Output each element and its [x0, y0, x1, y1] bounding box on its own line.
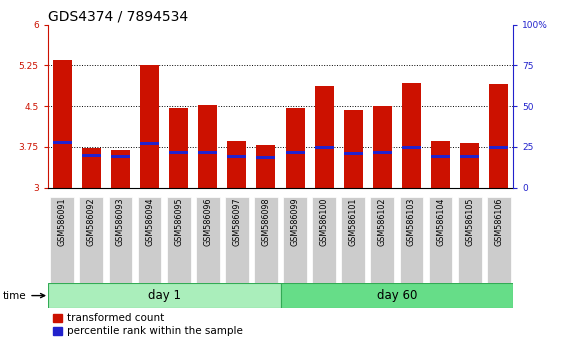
- Bar: [111, 150, 130, 188]
- Text: GSM586093: GSM586093: [116, 198, 125, 246]
- FancyBboxPatch shape: [196, 197, 220, 285]
- FancyBboxPatch shape: [167, 197, 191, 285]
- Text: day 1: day 1: [148, 289, 181, 302]
- Text: GSM586092: GSM586092: [87, 198, 96, 246]
- FancyBboxPatch shape: [48, 283, 280, 308]
- Text: GSM586091: GSM586091: [58, 198, 67, 246]
- Bar: [169, 152, 188, 154]
- Bar: [402, 84, 421, 188]
- Bar: [373, 151, 392, 154]
- FancyBboxPatch shape: [108, 197, 132, 285]
- Bar: [286, 108, 305, 188]
- Bar: [460, 155, 479, 158]
- Bar: [460, 143, 479, 188]
- Text: GSM586096: GSM586096: [203, 198, 212, 246]
- Bar: [82, 154, 101, 156]
- Bar: [431, 142, 450, 188]
- FancyBboxPatch shape: [399, 197, 424, 285]
- FancyBboxPatch shape: [280, 283, 513, 308]
- Bar: [489, 146, 508, 149]
- Text: GDS4374 / 7894534: GDS4374 / 7894534: [48, 10, 188, 24]
- FancyBboxPatch shape: [429, 197, 453, 285]
- Text: GSM586101: GSM586101: [349, 198, 358, 246]
- Bar: [111, 155, 130, 158]
- FancyBboxPatch shape: [50, 197, 74, 285]
- Text: GSM586105: GSM586105: [465, 198, 474, 246]
- Text: GSM586100: GSM586100: [320, 198, 329, 246]
- Text: time: time: [3, 291, 45, 301]
- Text: GSM586104: GSM586104: [436, 198, 445, 246]
- Text: day 60: day 60: [377, 289, 417, 302]
- Bar: [53, 141, 72, 144]
- FancyBboxPatch shape: [225, 197, 249, 285]
- FancyBboxPatch shape: [458, 197, 481, 285]
- Bar: [227, 142, 246, 188]
- Bar: [256, 145, 275, 188]
- FancyBboxPatch shape: [312, 197, 336, 285]
- Bar: [82, 148, 101, 188]
- Text: GSM586106: GSM586106: [494, 198, 503, 246]
- Bar: [140, 65, 159, 188]
- FancyBboxPatch shape: [80, 197, 103, 285]
- Bar: [140, 142, 159, 144]
- Bar: [344, 153, 363, 155]
- Bar: [315, 86, 334, 188]
- Bar: [373, 106, 392, 188]
- Text: GSM586102: GSM586102: [378, 198, 387, 246]
- FancyBboxPatch shape: [283, 197, 307, 285]
- FancyBboxPatch shape: [254, 197, 278, 285]
- Bar: [315, 146, 334, 149]
- Text: GSM586095: GSM586095: [174, 198, 183, 246]
- Text: GSM586099: GSM586099: [291, 198, 300, 246]
- Legend: transformed count, percentile rank within the sample: transformed count, percentile rank withi…: [53, 313, 243, 336]
- Text: GSM586097: GSM586097: [232, 198, 241, 246]
- FancyBboxPatch shape: [137, 197, 162, 285]
- Bar: [489, 84, 508, 188]
- Text: GSM586094: GSM586094: [145, 198, 154, 246]
- FancyBboxPatch shape: [487, 197, 511, 285]
- Bar: [344, 110, 363, 188]
- Bar: [53, 60, 72, 188]
- Bar: [198, 105, 217, 188]
- Bar: [431, 155, 450, 158]
- Bar: [286, 152, 305, 154]
- Bar: [256, 156, 275, 159]
- Text: GSM586103: GSM586103: [407, 198, 416, 246]
- FancyBboxPatch shape: [370, 197, 394, 285]
- Bar: [402, 146, 421, 149]
- Text: GSM586098: GSM586098: [261, 198, 270, 246]
- FancyBboxPatch shape: [341, 197, 365, 285]
- Bar: [227, 155, 246, 158]
- Bar: [198, 151, 217, 154]
- Bar: [169, 108, 188, 188]
